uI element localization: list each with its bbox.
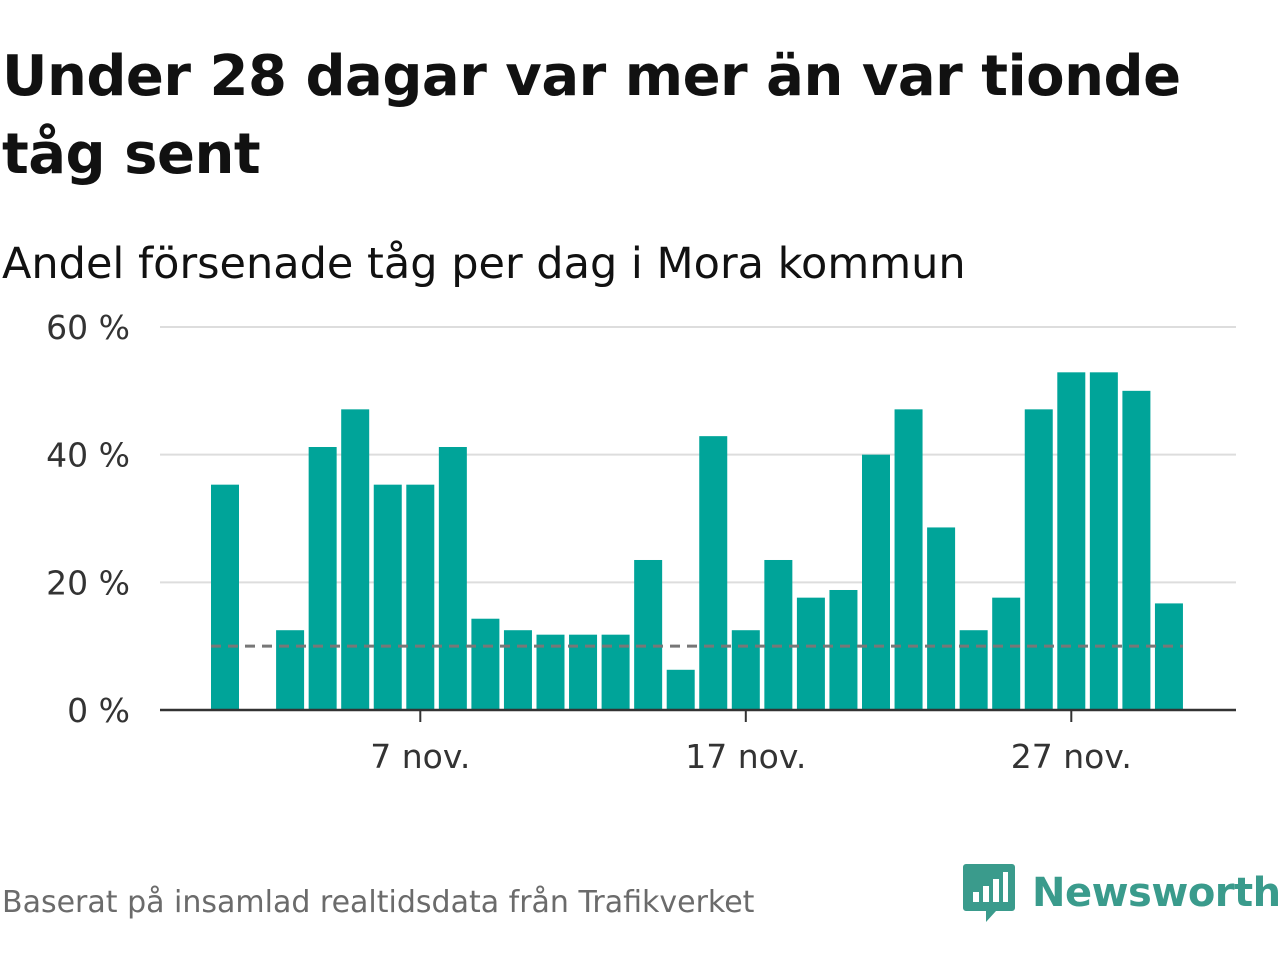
- x-tick-label: 17 nov.: [685, 737, 806, 776]
- bar: [503, 630, 532, 710]
- brand-name: Newsworthy: [1032, 870, 1280, 916]
- bar: [341, 409, 370, 710]
- bar: [276, 630, 305, 710]
- bar: [406, 484, 435, 710]
- chart-subtitle: Andel försenade tåg per dag i Mora kommu…: [2, 239, 966, 289]
- bar-chart: 0 % 20 % 40 % 60 % 7 nov. 17 nov. 27 nov.: [46, 308, 1236, 776]
- bar: [308, 447, 337, 710]
- gridlines: [160, 326, 1236, 584]
- bar: [927, 527, 956, 710]
- y-tick-label: 20 %: [46, 563, 130, 602]
- y-tick-labels: 0 % 20 % 40 % 60 %: [46, 308, 130, 730]
- x-tick-labels: 7 nov. 17 nov. 27 nov.: [370, 737, 1132, 776]
- bar: [1154, 603, 1183, 710]
- bar: [862, 454, 890, 710]
- x-tick-label: 7 nov.: [370, 737, 470, 776]
- chart-title: Under 28 dagar var mer än var tionde tåg…: [2, 44, 1181, 187]
- bar: [373, 484, 402, 710]
- y-tick-label: 60 %: [46, 308, 130, 347]
- bar: [634, 559, 663, 710]
- bar: [666, 669, 695, 710]
- bar: [1024, 409, 1053, 710]
- y-tick-label: 0 %: [67, 691, 130, 730]
- bar: [959, 630, 988, 710]
- x-axis: [160, 708, 1236, 722]
- bar: [992, 597, 1021, 710]
- bars: [211, 372, 1183, 710]
- bar: [1122, 390, 1151, 710]
- newsworthy-logo-icon: [963, 864, 1015, 922]
- bar: [764, 559, 793, 710]
- brand-logo[interactable]: Newsworthy: [962, 862, 1280, 924]
- source-note: Baserat på insamlad realtidsdata från Tr…: [2, 885, 755, 920]
- bar: [829, 589, 858, 710]
- bar: [211, 484, 239, 710]
- bar: [699, 436, 728, 710]
- bar: [796, 597, 825, 710]
- y-tick-label: 40 %: [46, 436, 130, 475]
- bar: [731, 630, 760, 710]
- bar: [1089, 372, 1118, 710]
- x-tick-label: 27 nov.: [1011, 737, 1132, 776]
- bar: [438, 447, 467, 710]
- bar: [471, 618, 500, 710]
- bar: [1057, 372, 1086, 710]
- bar: [894, 409, 923, 710]
